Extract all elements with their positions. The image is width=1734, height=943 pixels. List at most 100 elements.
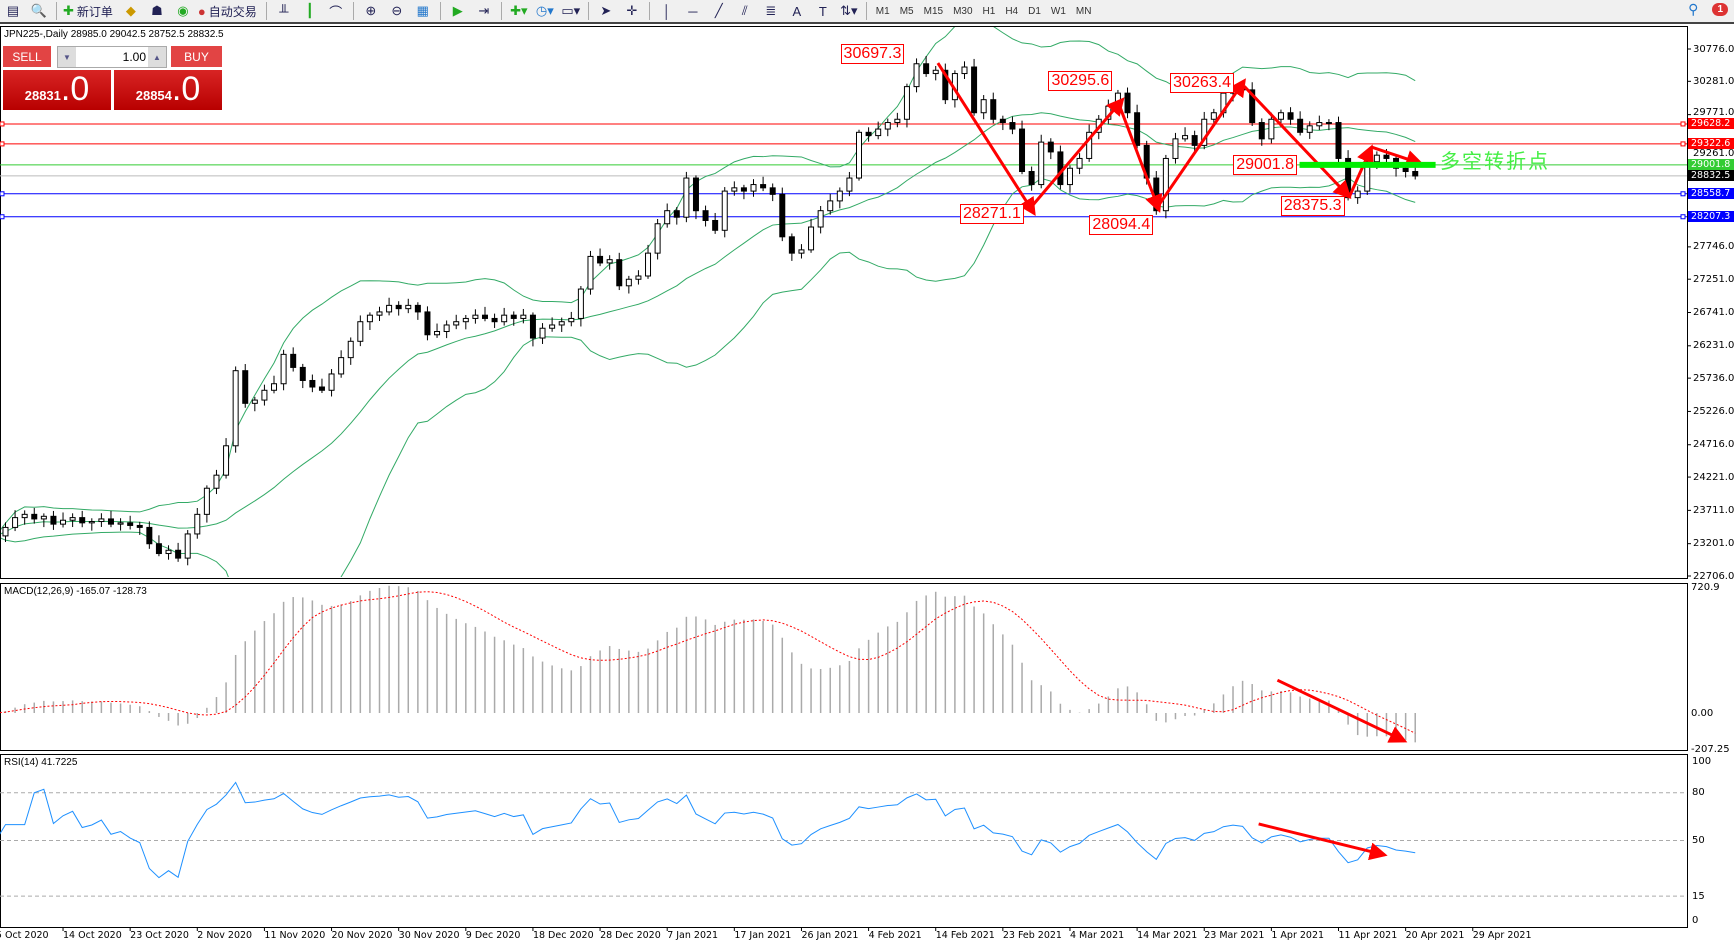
price-axis-label: 24221.0 (1693, 471, 1734, 483)
bull-candle (683, 177, 690, 218)
user-icon[interactable]: ☗ (151, 3, 163, 18)
chart-shift-icon[interactable]: ⇥ (478, 3, 490, 18)
bear-candle (692, 177, 699, 212)
bear-candle (865, 131, 872, 137)
bull-candle (846, 177, 853, 192)
price-axis-label: 29771.0 (1693, 106, 1734, 118)
bull-candle (1306, 125, 1313, 133)
new-chart-icon[interactable]: ▤ (6, 3, 20, 18)
bull-candle (520, 314, 527, 319)
bull-candle (587, 255, 594, 290)
candlestick-icon[interactable]: ┃ (305, 3, 314, 18)
date-axis-label: 18 Dec 2020 (532, 930, 594, 941)
timeframe-h1[interactable]: H1 (982, 5, 996, 17)
price-axis-label: 22706.0 (1693, 570, 1734, 582)
decrease-lot-icon[interactable]: ▼ (58, 47, 76, 67)
timeframe-m30[interactable]: M30 (953, 5, 973, 17)
buy-price[interactable]: 28854.0 (114, 70, 222, 110)
bear-candle (597, 255, 604, 264)
text-icon[interactable]: A (792, 3, 802, 19)
macd-axis-label: 720.9 (1691, 582, 1720, 593)
bull-candle (1066, 167, 1073, 186)
bear-candle (702, 210, 709, 221)
bull-candle (1210, 112, 1217, 120)
bear-candle (79, 517, 86, 524)
bull-candle (817, 210, 824, 228)
line-chart-icon[interactable]: ⌒ (329, 4, 343, 20)
timeframe-d1[interactable]: D1 (1028, 5, 1041, 17)
signal-icon[interactable]: ◉ (177, 3, 189, 18)
periods-icon[interactable]: ◷▾ (535, 3, 554, 18)
date-axis-label: 1 Apr 2021 (1271, 930, 1325, 941)
timeframe-w1[interactable]: W1 (1050, 5, 1066, 17)
horizontal-line-icon[interactable]: ─ (688, 3, 698, 19)
bull-candle (434, 331, 441, 336)
bull-candle (357, 321, 364, 342)
price-axis-label: 29261.0 (1693, 147, 1734, 159)
bull-candle (443, 324, 450, 333)
buy-button[interactable]: BUY (171, 46, 222, 68)
timeframe-mn[interactable]: MN (1075, 5, 1092, 17)
bar-chart-icon[interactable]: ╨ (279, 3, 289, 19)
cursor-icon[interactable]: ➤ (600, 3, 612, 18)
bear-candle (136, 524, 143, 528)
bull-candle (798, 249, 805, 254)
indicators-icon[interactable]: ✚▾ (510, 3, 528, 18)
sell-button[interactable]: SELL (3, 46, 51, 68)
templates-icon[interactable]: ▭▾ (561, 3, 581, 18)
level-handle (1680, 191, 1686, 197)
timeframe-h4[interactable]: H4 (1005, 5, 1019, 17)
timeframe-m1[interactable]: M1 (875, 5, 890, 17)
search-icon[interactable]: ⚲ (1688, 1, 1699, 17)
bear-candle (491, 317, 498, 323)
timeframe-m5[interactable]: M5 (899, 5, 914, 17)
date-axis-label: 29 Apr 2021 (1472, 930, 1532, 941)
bull-candle (750, 184, 757, 192)
vertical-line-icon[interactable]: │ (662, 3, 671, 19)
price-axis-label: 24716.0 (1693, 439, 1734, 451)
rsi-divergence-arrow (1258, 822, 1388, 861)
tag-icon[interactable]: ◆ (125, 3, 136, 18)
zoom-window-icon[interactable]: 🔍 (30, 3, 48, 18)
rsi-axis-label: 50 (1692, 835, 1705, 846)
tile-windows-icon[interactable]: ▦ (416, 3, 429, 18)
bull-candle (721, 190, 728, 231)
lot-input[interactable] (76, 50, 148, 64)
zoom-in-icon[interactable]: ⊕ (365, 3, 377, 18)
text-label-icon[interactable]: T (818, 3, 827, 19)
price-axis-label: 26231.0 (1693, 340, 1734, 352)
price-annotation: 28094.4 (1089, 214, 1154, 235)
bull-candle (501, 314, 508, 323)
bear-candle (175, 549, 182, 559)
increase-lot-icon[interactable]: ▲ (148, 47, 166, 67)
bull-candle (472, 314, 479, 319)
price-axis-label: 26741.0 (1693, 307, 1734, 318)
bear-candle (318, 386, 325, 391)
trend-arrow (1243, 85, 1352, 200)
date-axis-label: 23 Mar 2021 (1204, 930, 1265, 941)
crosshair-icon[interactable]: ✛ (626, 3, 638, 18)
autoscroll-icon[interactable]: ▶ (452, 3, 463, 18)
bear-candle (1028, 171, 1035, 186)
arrows-icon[interactable]: ⇅▾ (840, 3, 858, 18)
zoom-out-icon[interactable]: ⊖ (391, 3, 403, 18)
bull-candle (376, 311, 383, 316)
level-handle (0, 191, 5, 197)
bear-candle (712, 219, 719, 231)
notification-badge[interactable]: 1 (1712, 3, 1728, 16)
new-order-button[interactable]: ✚ 新订单 (63, 3, 113, 19)
macd-axis-label: -207.25 (1691, 744, 1730, 756)
timeframe-m15[interactable]: M15 (923, 5, 944, 17)
auto-trading-button[interactable]: ● 自动交易 (197, 3, 257, 19)
trendline-icon[interactable]: ╱ (714, 3, 723, 18)
bull-candle (184, 533, 191, 559)
bull-candle (165, 549, 172, 555)
trend-arrow (1370, 145, 1425, 168)
bear-candle (779, 193, 786, 238)
bear-candle (481, 314, 488, 319)
sell-price[interactable]: 28831.0 (3, 70, 111, 110)
equidistant-channel-icon[interactable]: ⫽ (741, 3, 748, 18)
fibonacci-icon[interactable]: ≣ (765, 3, 777, 18)
bull-candle (836, 190, 843, 202)
